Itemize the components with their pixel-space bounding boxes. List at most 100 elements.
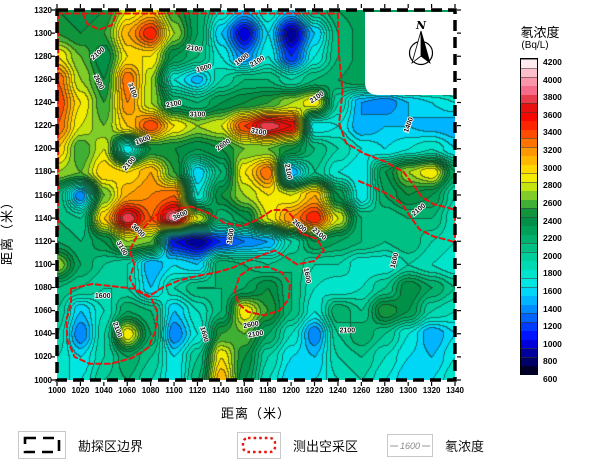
contour-label: 3100 [126,82,138,99]
colorbar-cell [521,225,537,235]
y-tick-label: 1060 [34,306,52,316]
colorbar-cell [521,164,537,174]
colorbar-cell [521,330,537,340]
contour-label: 1600 [135,134,152,146]
contour-label: 2100 [111,321,123,338]
x-tick-label: 1100 [165,386,183,395]
x-tick-label: 1140 [212,386,230,395]
colorbar-cell [521,356,537,366]
contour-label: 2600 [92,74,105,91]
contour-label: 2100 [90,46,107,61]
contour-label: 2100 [311,227,328,242]
colorbar-title: 氡浓度 [520,25,560,40]
colorbar-cell [521,67,537,77]
legend-row: 勘探区边界 测出空采区 1600 氡浓度 [0,428,600,462]
contour-label: 2100 [247,330,264,340]
x-tick-label: 1240 [328,386,347,395]
contour-label: 1600 [234,52,251,67]
colorbar-cell [521,181,537,191]
contour-label: 3600 [172,209,189,222]
compass-needle-light [411,30,422,65]
y-tick-label: 1220 [34,121,52,131]
colorbar-cell [521,120,537,130]
colorbar-cell [521,295,537,305]
colorbar-cell [521,269,537,279]
x-axis-title: 距离（米） [220,406,292,421]
colorbar-cell [521,129,537,139]
y-tick-label: 1000 [34,375,52,385]
y-tick-label: 1140 [34,213,52,223]
colorbar-tick-label: 3600 [543,109,562,120]
colorbar-cell [521,102,537,112]
goaf-outline [81,12,118,31]
colorbar-cell [521,59,537,69]
legend-item-contour: 1600 氡浓度 [387,428,484,462]
colorbar-units: (Bq/L) [521,40,549,51]
colorbar-cell [521,242,537,252]
contour-label: 2100 [411,202,428,217]
goaf-icon [237,431,281,459]
colorbar-tick-label: 3400 [543,127,562,138]
compass-n-label: N [415,19,427,32]
colorbar-tick-label: 1000 [543,338,562,349]
colorbar-cell [521,146,537,156]
y-tick-label: 1240 [34,98,52,107]
y-tick-label: 1180 [34,167,52,177]
colorbar-cell [521,207,537,217]
colorbar-cell [521,76,537,86]
colorbar-cell [521,260,537,270]
boundary-icon [18,431,66,459]
colorbar-cell [521,234,537,244]
contour-label: 3100 [250,127,267,137]
x-tick-label: 1320 [422,386,441,395]
contour-label: 1600 [226,228,236,245]
y-axis-title: 距离（米） [0,194,15,266]
x-tick-label: 1200 [282,386,300,395]
colorbar-tick-label: 4200 [543,57,562,67]
contour-label: 2600 [215,138,232,153]
colorbar-cell [521,155,537,165]
x-tick-label: 1340 [446,386,464,395]
contour-label: 2100 [309,90,326,105]
contour-label: 2600 [243,321,260,331]
goaf-outline [128,205,326,298]
legend-label-boundary: 勘探区边界 [78,438,144,454]
x-tick-label: 1280 [375,386,394,395]
y-tick-label: 1200 [34,144,52,154]
legend-label-goaf: 测出空采区 [293,438,359,454]
contour-symbol-value: 1600 [400,441,420,451]
colorbar-tick-label: 2600 [543,197,562,208]
colorbar-cell [521,172,537,182]
colorbar-tick-label: 2400 [543,215,562,226]
colorbar-tick-label: 1600 [543,285,562,296]
colorbar-cell [521,216,537,226]
contour-label: 3600 [130,223,146,239]
goaf-outline [336,12,456,211]
colorbar-tick-label: 800 [543,356,558,367]
colorbar-cell [521,304,537,314]
contour-label: 1600 [198,326,209,343]
colorbar-tick-label: 600 [543,374,558,384]
contour-label: 2100 [283,163,293,180]
goaf-outline [65,282,159,365]
contour-label: 2100 [340,328,356,335]
colorbar-tick-label: 2800 [543,180,562,191]
legend-item-boundary: 勘探区边界 [18,428,143,462]
colorbar-tick-label: 3200 [543,145,562,156]
exploration-boundary-frame [55,8,457,382]
y-tick-label: 1160 [34,190,52,200]
y-tick-label: 1080 [34,283,52,292]
contour-label: 2100 [186,44,203,54]
colorbar-tick-label: 1400 [543,303,562,314]
y-tick-label: 1020 [34,352,52,362]
colorbar-tick-label: 4000 [543,74,562,85]
colorbar-cell [521,312,537,322]
colorbar-tick-label: 1200 [543,321,562,332]
y-tick-label: 1320 [34,5,52,15]
x-tick-label: 1000 [48,386,66,395]
y-tick-label: 1120 [34,236,52,246]
contour-label: 2100 [249,55,266,69]
goaf-outline [233,265,291,317]
